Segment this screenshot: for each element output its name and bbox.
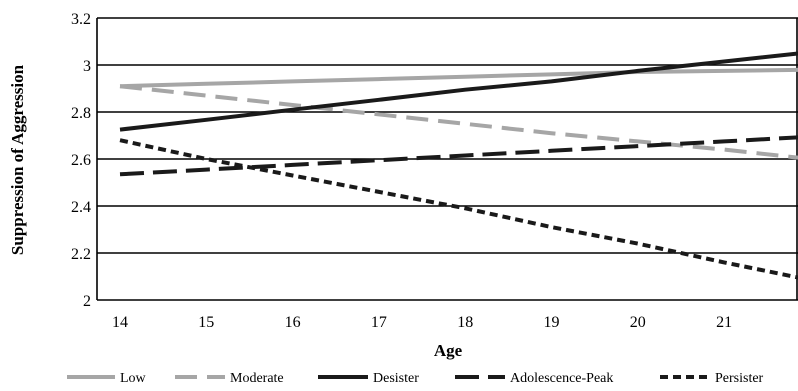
y-tick-label: 2 bbox=[83, 293, 91, 310]
y-tick-label: 2.4 bbox=[71, 199, 91, 216]
y-tick-label: 2.6 bbox=[71, 152, 91, 169]
legend-label-desister: Desister bbox=[373, 371, 419, 386]
y-tick-label: 3.2 bbox=[71, 11, 91, 28]
x-tick-label: 20 bbox=[630, 314, 646, 331]
y-axis-title: Suppression of Aggression bbox=[8, 64, 27, 255]
y-tick-label: 2.2 bbox=[71, 246, 91, 263]
series-line-moderate bbox=[119, 84, 798, 160]
legend: Low Moderate Desister Adolescence-Peak Persi… bbox=[67, 371, 764, 386]
legend-label-adolescence-peak: Adolescence-Peak bbox=[510, 371, 613, 386]
x-tick-label: 15 bbox=[198, 314, 214, 331]
legend-label-low: Low bbox=[120, 371, 147, 386]
x-tick-label: 16 bbox=[285, 314, 301, 331]
y-tick-label: 3 bbox=[83, 58, 91, 75]
series-line-adolescence-peak bbox=[119, 135, 798, 177]
legend-label-moderate: Moderate bbox=[230, 371, 284, 386]
x-tick-label: 17 bbox=[371, 314, 387, 331]
x-tick-label: 19 bbox=[544, 314, 560, 331]
x-axis-title: Age bbox=[434, 341, 463, 360]
x-tick-label: 14 bbox=[112, 314, 128, 331]
y-tick-labels: 2 2.2 2.4 2.6 2.8 3 3.2 bbox=[71, 11, 91, 310]
x-tick-label: 21 bbox=[716, 314, 732, 331]
x-tick-label: 18 bbox=[457, 314, 473, 331]
series-line-low bbox=[119, 67, 798, 89]
series-line-persister bbox=[119, 138, 798, 280]
x-tick-labels: 141516171819202122 bbox=[112, 314, 732, 331]
legend-label-persister: Persister bbox=[715, 371, 764, 386]
series-line-desister bbox=[119, 51, 798, 132]
series-lines bbox=[119, 51, 798, 280]
y-tick-label: 2.8 bbox=[71, 105, 91, 122]
